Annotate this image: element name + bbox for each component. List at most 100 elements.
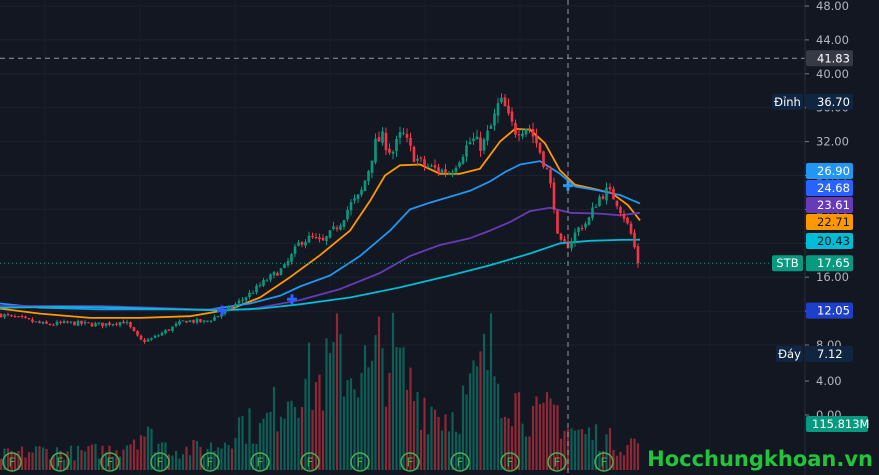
event-marker[interactable]: F [150, 452, 170, 472]
volume-bar [115, 450, 118, 470]
candle-body [615, 200, 619, 207]
event-marker-label: F [307, 456, 314, 470]
volume-bar [118, 456, 122, 470]
price-tag-prefix-box [772, 93, 803, 110]
candle-body [146, 339, 150, 342]
candle-body [626, 217, 629, 224]
candle-body [538, 142, 542, 153]
volume-bar [314, 382, 318, 470]
volume-bar [69, 445, 73, 470]
candle-body [104, 323, 108, 326]
candle-body [52, 324, 55, 326]
volume-bar [164, 442, 167, 470]
volume-bar [80, 450, 83, 470]
volume-bars [0, 312, 640, 470]
event-marker-circle [200, 452, 220, 472]
volume-bar [52, 454, 55, 470]
event-marker[interactable]: F [200, 452, 220, 472]
volume-bar [416, 392, 419, 470]
candle-body [486, 130, 489, 141]
candle-body [83, 321, 87, 324]
candle-body [328, 230, 332, 238]
candle-body [206, 320, 209, 322]
candle-body [293, 246, 297, 254]
volume-bar [381, 348, 384, 470]
event-marker-circle [400, 452, 420, 472]
volume-bar [24, 457, 27, 470]
candle-body [283, 264, 286, 269]
candle-body [531, 129, 535, 137]
volume-bar [206, 448, 209, 470]
event-marker[interactable]: F [547, 452, 567, 472]
candle-body [132, 327, 136, 332]
candle-body [395, 138, 398, 152]
price-tag-prefix-box [772, 255, 803, 272]
volume-bar [507, 418, 510, 470]
event-marker-circle [500, 452, 520, 472]
volume-bar [608, 428, 612, 470]
volume-bar [605, 434, 608, 470]
volume-bar [192, 439, 195, 470]
event-marker[interactable]: F [400, 452, 420, 472]
candle-body [38, 321, 41, 324]
candle-body [528, 128, 531, 130]
volume-bar [73, 460, 76, 470]
volume-bar [591, 440, 594, 470]
event-marker[interactable]: F [2, 452, 22, 472]
candle-body [178, 321, 181, 325]
volume-bar [430, 406, 433, 470]
volume-bar [129, 444, 132, 470]
volume-bar [3, 448, 6, 470]
event-marker[interactable]: F [50, 452, 70, 472]
volume-bar [405, 389, 409, 470]
candle-body [356, 194, 360, 200]
event-marker[interactable]: F [450, 452, 470, 472]
volume-bar [626, 444, 629, 470]
candle-body [48, 324, 52, 326]
event-marker[interactable]: F [350, 452, 370, 472]
price-tag-prefix: Đáy [778, 347, 801, 361]
volume-bar [601, 451, 605, 470]
volume-bar [185, 446, 188, 470]
candle-body [577, 227, 580, 232]
volume-bar [535, 396, 538, 470]
candle-body [363, 180, 367, 191]
volume-bar [104, 452, 108, 470]
volume-bar [272, 386, 276, 470]
volume-bar [370, 360, 374, 470]
candle-body [311, 235, 314, 237]
volume-bar [391, 312, 395, 470]
event-marker[interactable]: F [594, 452, 614, 472]
candle-body [213, 317, 216, 321]
volume-bar [454, 431, 458, 470]
signal-markers [217, 180, 573, 316]
volume-bar [594, 424, 598, 470]
volume-bar [325, 338, 328, 470]
candle-body [279, 268, 283, 275]
candle-body [461, 156, 465, 164]
volume-bar [13, 452, 17, 470]
volume-bar [90, 444, 94, 470]
volume-bar [412, 401, 416, 470]
candle-body [150, 338, 153, 340]
volume-bar [339, 334, 342, 470]
event-marker[interactable]: F [500, 452, 520, 472]
event-marker[interactable]: F [250, 452, 270, 472]
volume-bar [269, 411, 272, 470]
volume-bar [577, 429, 580, 470]
volume-bar [633, 438, 636, 470]
event-marker[interactable]: F [300, 452, 320, 472]
axis-price-tag [806, 163, 853, 179]
event-marker[interactable]: F [100, 452, 120, 472]
candle-body [325, 236, 328, 242]
axis-price-tag [806, 346, 853, 362]
candle-body [314, 237, 318, 239]
volume-bar [265, 412, 269, 470]
candle-body [388, 148, 391, 153]
candle-body [584, 223, 587, 228]
volume-bar [545, 392, 549, 470]
volume-bar [83, 451, 87, 470]
